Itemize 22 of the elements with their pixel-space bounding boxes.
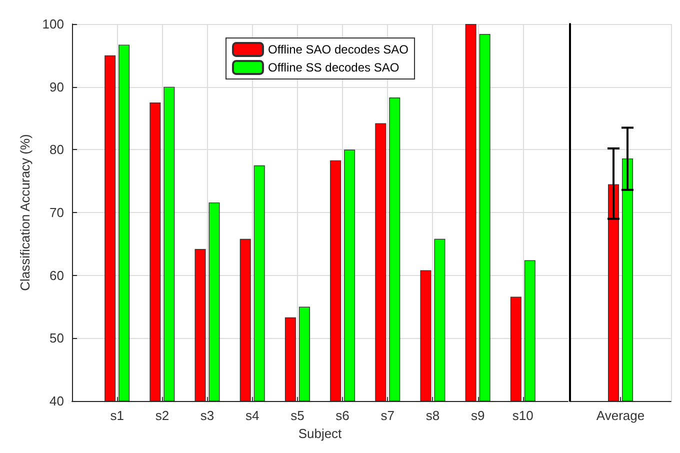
x-tick-label: s9 — [470, 408, 485, 423]
x-tick-label: Average — [596, 408, 645, 423]
x-tick-label: s3 — [200, 408, 214, 423]
y-tick-label: 100 — [42, 16, 64, 32]
legend-label: Offline SS decodes SAO — [268, 60, 400, 74]
y-axis-title: Classification Accuracy (%) — [17, 134, 32, 291]
x-tick-label: s5 — [290, 408, 304, 423]
x-tick-label: s10 — [512, 408, 534, 423]
legend-label: Offline SAO decodes SAO — [268, 42, 409, 56]
x-tick-label: s7 — [380, 408, 395, 423]
x-axis-title: Subject — [298, 426, 342, 441]
y-tick-label: 50 — [50, 330, 64, 346]
x-tick-label: s6 — [336, 408, 350, 423]
x-tick-label: s2 — [155, 408, 170, 423]
y-tick-label: 80 — [50, 142, 64, 158]
y-tick-label: 70 — [50, 205, 64, 220]
x-tick-label: s1 — [110, 408, 124, 423]
y-tick-label: 40 — [50, 394, 64, 408]
x-tick-label: s4 — [245, 408, 260, 423]
y-tick-label: 90 — [50, 79, 64, 94]
x-tick-label: s8 — [426, 408, 440, 423]
y-tick-label: 60 — [50, 268, 64, 283]
